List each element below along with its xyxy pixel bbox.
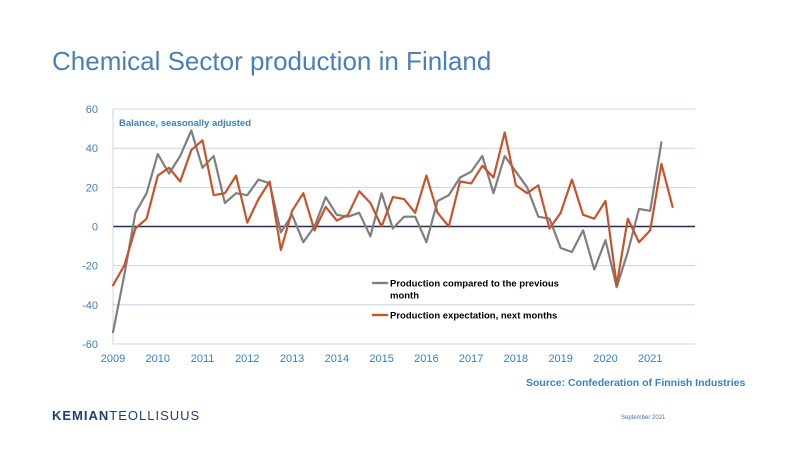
logo-bold: KEMIAN (52, 408, 110, 423)
x-tick-label: 2013 (280, 353, 304, 365)
series-line-production (111, 129, 663, 334)
x-tick-label: 2019 (548, 353, 572, 365)
x-tick-label: 2009 (101, 353, 125, 365)
x-tick-label: 2012 (235, 353, 259, 365)
x-tick-label: 2021 (638, 353, 662, 365)
y-tick-label: 60 (86, 104, 98, 116)
logo-light: TEOLLISUUS (109, 408, 201, 423)
x-tick-label: 2010 (146, 353, 170, 365)
axis-labels: -60 -40 -20 0 20 40 60 2009 2010 2011 2012 2013 2014… (82, 104, 662, 365)
x-tick-label: 2017 (459, 353, 483, 365)
x-tick-label: 2015 (369, 353, 393, 365)
x-tick-label: 2014 (325, 353, 349, 365)
y-tick-label: 0 (92, 222, 98, 234)
source-note: Source: Confederation of Finnish Industr… (526, 377, 746, 389)
legend-item-production: Production compared to the previous month (372, 279, 559, 302)
series-lines (111, 129, 674, 334)
legend-label: Production expectation, next months (390, 311, 557, 322)
company-logo: KEMIANTEOLLISUUS (52, 408, 200, 423)
publication-date: September 2021 (621, 415, 666, 421)
x-tick-label: 2018 (504, 353, 528, 365)
y-tick-label: -60 (82, 339, 98, 351)
legend-item-expectation: Production expectation, next months (372, 311, 557, 322)
legend: Production compared to the previous month… (372, 279, 559, 322)
page-title: Chemical Sector production in Finland (52, 46, 492, 76)
y-tick-label: 40 (86, 143, 98, 155)
y-tick-label: 20 (86, 182, 98, 194)
x-tick-label: 2011 (191, 353, 215, 365)
y-tick-label: -20 (82, 261, 98, 273)
legend-label: Production compared to the previous month (390, 279, 559, 302)
chart-subtitle: Balance, seasonally adjusted (119, 118, 251, 129)
grid-lines (112, 108, 695, 345)
y-tick-label: -40 (82, 300, 98, 312)
series-line-expectation (111, 131, 674, 287)
x-tick-label: 2016 (414, 353, 438, 365)
x-tick-label: 2020 (593, 353, 617, 365)
